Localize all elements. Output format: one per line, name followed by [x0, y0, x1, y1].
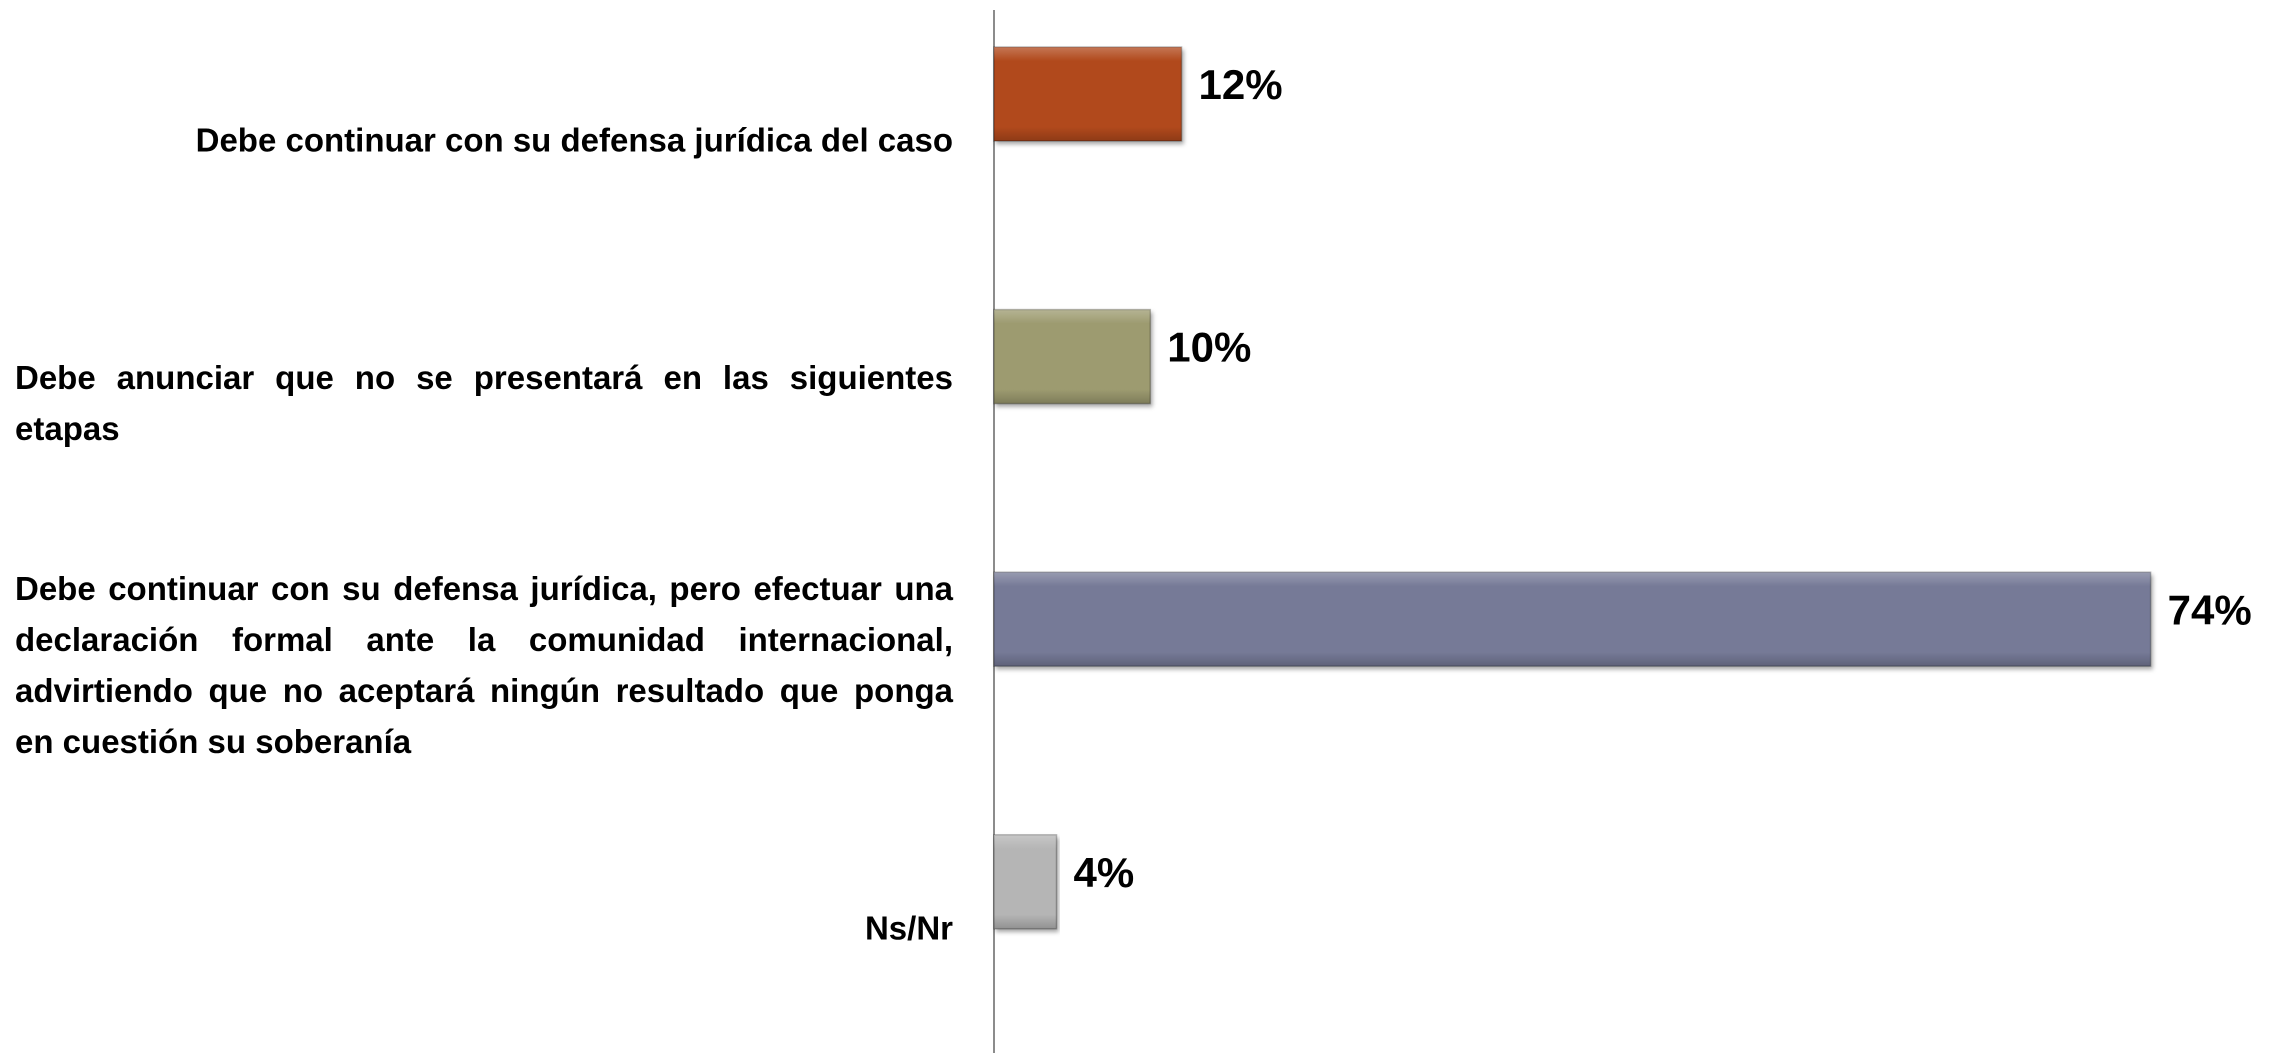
bar-group [993, 834, 1058, 930]
bar-shade [994, 834, 1057, 929]
value-label: 74% [2168, 586, 2252, 633]
value-label: 4% [1074, 849, 1135, 896]
bar-group [993, 46, 1183, 142]
category-label: Ns/Nr [864, 909, 953, 947]
value-label: 12% [1199, 61, 1283, 108]
bar-group [993, 308, 1152, 405]
bar-shade [994, 47, 1182, 141]
bar-shade [994, 309, 1151, 404]
category-label: Debe continuar con su defensa jurídica d… [195, 121, 953, 159]
bar-shade [994, 572, 2151, 667]
category-label: Debe continuar con su defensa jurídica, … [15, 570, 953, 761]
value-label: 10% [1167, 324, 1251, 371]
bar-group [993, 571, 2152, 667]
category-label: Debe anunciar que no se presentará en la… [15, 358, 953, 447]
